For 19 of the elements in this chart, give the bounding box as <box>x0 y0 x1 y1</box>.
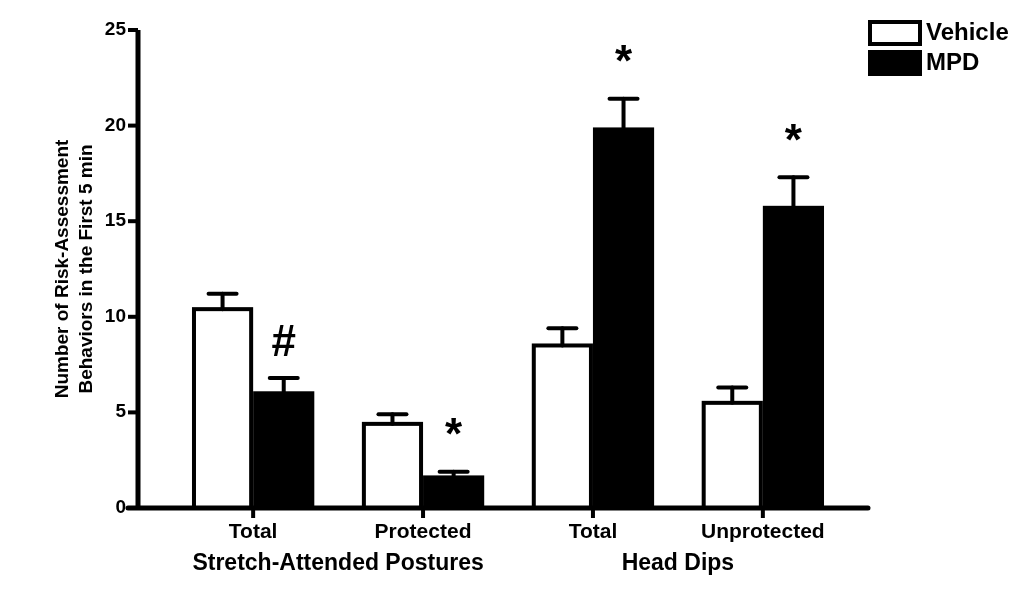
annotation: # <box>271 315 296 365</box>
annotation: * <box>784 114 803 164</box>
legend-label: MPD <box>926 48 980 76</box>
y-tick-label: 10 <box>104 304 126 326</box>
y-tick-label: 20 <box>104 113 126 135</box>
legend-label: Vehicle <box>926 18 1009 46</box>
x-tick-label: Total <box>228 519 278 542</box>
x-tick-label: Total <box>568 519 618 542</box>
y-tick-label: 15 <box>104 209 127 231</box>
annotation: * <box>614 36 633 86</box>
text: Head Dips <box>621 549 735 575</box>
text: Stretch-Attended Postures <box>192 549 484 575</box>
y-axis-title: Number of Risk-Assessment Behaviors in the First 5 min <box>51 138 96 399</box>
x-tick-label: Unprotected <box>701 519 825 542</box>
annotation: * <box>445 409 464 459</box>
y-tick-label: 25 <box>104 18 127 40</box>
y-tick-label: 0 <box>115 496 126 518</box>
y-tick-label: 5 <box>115 400 127 422</box>
x-tick-label: Protected <box>374 519 472 542</box>
